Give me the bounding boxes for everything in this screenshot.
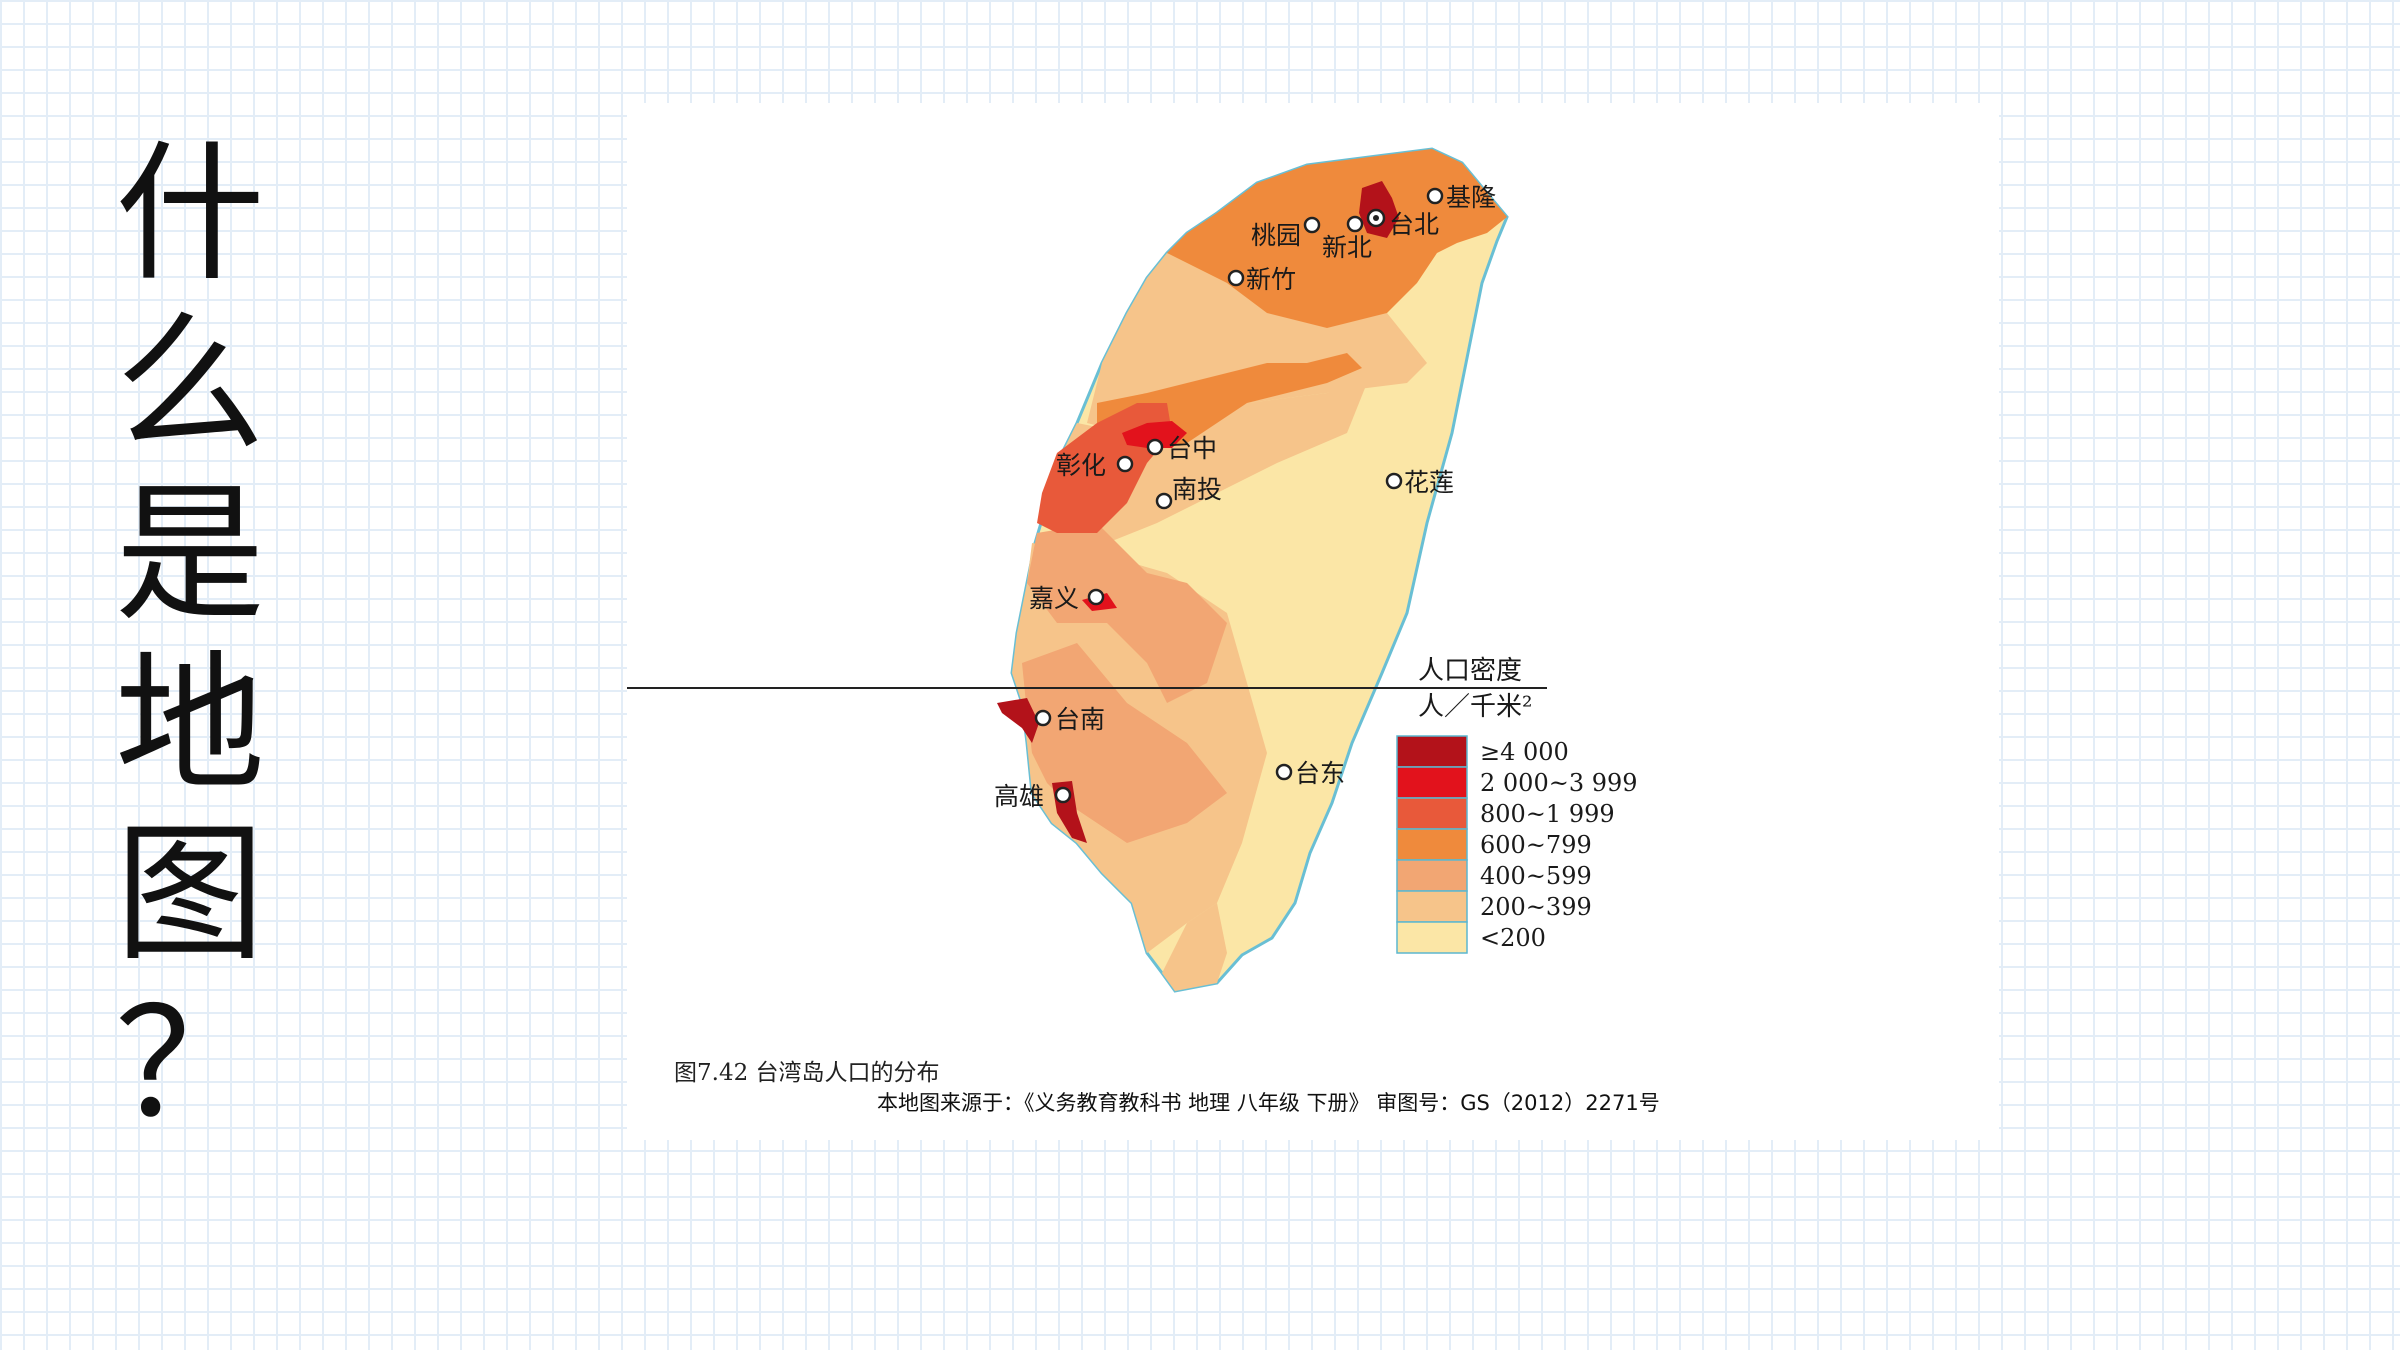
- city-dot-nantou: [1155, 492, 1173, 510]
- city-dot-xinzhu: [1227, 269, 1245, 287]
- legend-label: 800~1 999: [1480, 800, 1615, 828]
- page-title: 什 么 是 地 图 ？: [115, 130, 265, 1150]
- city-dot-xinbei: [1346, 215, 1364, 233]
- legend-swatch: [1396, 797, 1468, 830]
- legend-swatch: [1396, 890, 1468, 923]
- legend-unit: 人／千米²: [1418, 692, 1532, 722]
- zone-600-799-north: [1167, 149, 1507, 328]
- title-char: 图: [115, 808, 266, 982]
- city-label: 桃园: [1251, 221, 1301, 250]
- zone-2000-3999-taichung: [1122, 421, 1187, 448]
- city-label: 南投: [1172, 475, 1222, 504]
- title-char: 么: [115, 298, 266, 472]
- city-dot-gaoxiong: [1054, 786, 1072, 804]
- city-label: 台东: [1295, 759, 1345, 788]
- city-dot-jilong: [1426, 187, 1444, 205]
- zone-4000-tainan: [997, 698, 1039, 743]
- legend-label: 400~599: [1480, 862, 1592, 890]
- city-label: 基隆: [1446, 183, 1496, 212]
- city-dot-taichung: [1146, 438, 1164, 456]
- map-panel: 基隆 台北 桃园 新北 新竹 台中 彰化 南投 花莲 嘉义 台南 高雄 台东 人…: [627, 103, 1999, 1140]
- title-char: 是: [115, 468, 266, 642]
- legend-title: 人口密度: [1418, 656, 1522, 686]
- city-dot-taoyuan: [1303, 216, 1321, 234]
- legend-swatch: [1396, 859, 1468, 892]
- title-char: 什: [115, 128, 266, 302]
- city-label: 新北: [1322, 233, 1372, 262]
- legend-swatch: [1396, 921, 1468, 954]
- legend-label: 600~799: [1480, 831, 1592, 859]
- map-source: 本地图来源于：《义务教育教科书 地理 八年级 下册》 审图号：GS（2012）2…: [877, 1091, 1660, 1115]
- city-dot-jiayi: [1087, 588, 1105, 606]
- legend: 人口密度 人／千米² ≥4 000 2 000~3 999 800~1 999 …: [627, 656, 1638, 954]
- city-label: 高雄: [994, 782, 1044, 811]
- legend-label: <200: [1480, 924, 1546, 952]
- zone-200-399-central: [1057, 383, 1367, 543]
- title-char: ？: [115, 978, 266, 1152]
- city-dot-hualian: [1385, 472, 1403, 490]
- city-label: 彰化: [1056, 451, 1106, 480]
- legend-swatches: [1396, 735, 1468, 954]
- legend-label: 2 000~3 999: [1480, 769, 1638, 797]
- taiwan-population-map: 基隆 台北 桃园 新北 新竹 台中 彰化 南投 花莲 嘉义 台南 高雄 台东 人…: [627, 147, 1638, 993]
- city-label: 新竹: [1246, 265, 1296, 294]
- legend-swatch: [1396, 766, 1468, 799]
- city-label: 嘉义: [1029, 584, 1079, 613]
- city-label: 花莲: [1404, 468, 1454, 497]
- legend-label: ≥4 000: [1480, 738, 1569, 766]
- legend-swatch: [1396, 828, 1468, 861]
- city-label: 台北: [1389, 210, 1439, 239]
- map-caption: 图7.42 台湾岛人口的分布: [674, 1060, 940, 1086]
- legend-label: 200~399: [1480, 893, 1592, 921]
- zone-200-399-southtip: [1162, 903, 1227, 991]
- legend-swatch: [1396, 735, 1468, 768]
- zone-400-599-a: [1027, 523, 1227, 703]
- city-dot-taidong: [1275, 763, 1293, 781]
- city-dot-changhua: [1116, 455, 1134, 473]
- city-label: 台南: [1055, 705, 1105, 734]
- city-dot-taipei-inner: [1373, 215, 1379, 221]
- city-label: 台中: [1167, 434, 1217, 463]
- city-dot-tainan: [1034, 709, 1052, 727]
- title-char: 地: [115, 638, 266, 812]
